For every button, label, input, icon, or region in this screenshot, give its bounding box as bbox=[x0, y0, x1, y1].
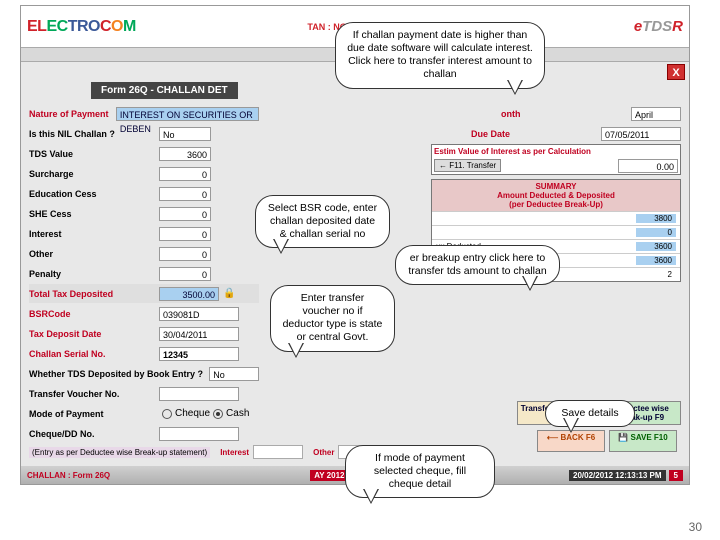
transfer-f11-button[interactable]: ← F11. Transfer bbox=[434, 159, 501, 172]
lbl-she: SHE Cess bbox=[29, 209, 159, 219]
int-value[interactable]: 0 bbox=[159, 227, 211, 241]
lock-icon: 🔒 bbox=[223, 288, 235, 299]
slide-number: 30 bbox=[689, 520, 702, 534]
lbl-edu: Education Cess bbox=[29, 189, 159, 199]
lbl-int: Interest bbox=[29, 229, 159, 239]
bubble-5: Save details bbox=[545, 400, 635, 427]
close-button[interactable]: X bbox=[667, 64, 685, 80]
lbl-oth: Other bbox=[29, 249, 159, 259]
lbl-tds: TDS Value bbox=[29, 149, 159, 159]
nature-value[interactable]: INTEREST ON SECURITIES OR DEBEN bbox=[116, 107, 259, 121]
lbl-sur: Surcharge bbox=[29, 169, 159, 179]
lbl-nature: Nature of Payment bbox=[29, 109, 116, 119]
oth-value[interactable]: 0 bbox=[159, 247, 211, 261]
bubble-6: If mode of payment selected cheque, fill… bbox=[345, 445, 495, 498]
lbl-pen: Penalty bbox=[29, 269, 159, 279]
sur-value[interactable]: 0 bbox=[159, 167, 211, 181]
serial-value[interactable]: 12345 bbox=[159, 347, 239, 361]
lbl-cheque: Cheque/DD No. bbox=[29, 429, 159, 439]
lbl-nil: Is this NIL Challan ? bbox=[29, 129, 159, 139]
pen-value[interactable]: 0 bbox=[159, 267, 211, 281]
bubble-1: If challan payment date is higher than d… bbox=[335, 22, 545, 89]
lbl-taxdate: Tax Deposit Date bbox=[29, 329, 159, 339]
lbl-serial: Challan Serial No. bbox=[29, 349, 159, 359]
lbl-total: Total Tax Deposited bbox=[29, 289, 159, 299]
radio-cash[interactable] bbox=[213, 409, 223, 419]
bubble-2: Select BSR code, enter challan deposited… bbox=[255, 195, 390, 248]
estimate-box: Estim Value of Interest as per Calculati… bbox=[431, 144, 681, 175]
edu-value[interactable]: 0 bbox=[159, 187, 211, 201]
cheque-value[interactable] bbox=[159, 427, 239, 441]
nil-value[interactable]: No bbox=[159, 127, 211, 141]
taxdate-value[interactable]: 30/04/2011 bbox=[159, 327, 239, 341]
form-title: Form 26Q - CHALLAN DET bbox=[91, 82, 238, 99]
logo-electrocom: ELECTROCOM bbox=[27, 18, 136, 36]
radio-cheque[interactable] bbox=[162, 409, 172, 419]
lbl-voucher: Transfer Voucher No. bbox=[29, 389, 159, 399]
lbl-month: onth bbox=[501, 109, 631, 119]
voucher-value[interactable] bbox=[159, 387, 239, 401]
bsr-value[interactable]: 039081D bbox=[159, 307, 239, 321]
bubble-4: Enter transfer voucher no if deductor ty… bbox=[270, 285, 395, 352]
tds-value[interactable]: 3600 bbox=[159, 147, 211, 161]
she-value[interactable]: 0 bbox=[159, 207, 211, 221]
lbl-mode: Mode of Payment bbox=[29, 409, 159, 419]
lbl-due: Due Date bbox=[471, 129, 601, 139]
logo-etds: eTDSR bbox=[634, 18, 683, 35]
bottom-interest-input[interactable] bbox=[253, 445, 303, 459]
bubble-3: er breakup entry click here to transfer … bbox=[395, 245, 560, 285]
total-value: 3500.00 bbox=[159, 287, 219, 301]
lbl-book: Whether TDS Deposited by Book Entry ? bbox=[29, 369, 209, 379]
left-panel: Nature of PaymentINTEREST ON SECURITIES … bbox=[29, 104, 259, 444]
lbl-bsr: BSRCode bbox=[29, 309, 159, 319]
book-value[interactable]: No bbox=[209, 367, 259, 381]
